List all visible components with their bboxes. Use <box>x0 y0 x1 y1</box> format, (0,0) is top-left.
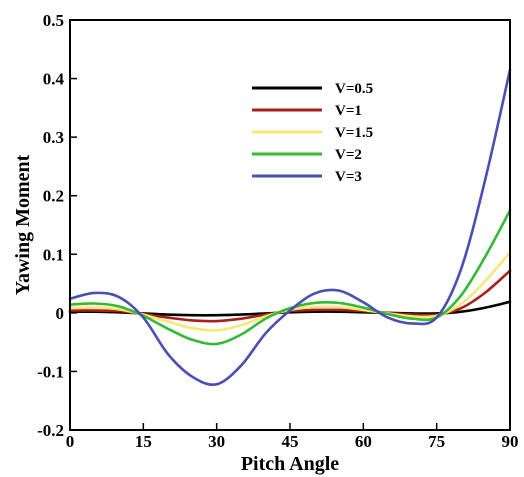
y-tick-label: 0.1 <box>43 245 64 264</box>
legend-label-1: V=1 <box>335 103 362 119</box>
y-tick-label: 0.5 <box>43 11 64 30</box>
y-tick-label: 0.4 <box>43 70 65 89</box>
x-tick-label: 15 <box>135 432 152 451</box>
legend-label-4: V=3 <box>335 169 362 185</box>
legend-label-2: V=1.5 <box>335 125 373 141</box>
x-tick-label: 0 <box>66 432 75 451</box>
series-lines <box>68 68 512 387</box>
y-tick-label: -0.2 <box>37 421 64 440</box>
x-tick-label: 90 <box>502 432 519 451</box>
x-tick-label: 60 <box>355 432 372 451</box>
plot-frame <box>69 19 511 431</box>
y-tick-label: 0.3 <box>43 128 64 147</box>
x-axis-label: Pitch Angle <box>241 453 339 475</box>
legend: V=0.5 V=1 V=1.5 V=2 V=3 <box>252 81 373 185</box>
y-tick-label: 0 <box>56 304 65 323</box>
axis-ticks: 0 15 30 45 60 75 90 -0.2 -0.1 0 0.1 0.2 0.3 0.4 0.5 <box>37 11 518 451</box>
x-tick-label: 30 <box>208 432 225 451</box>
x-tick-label: 75 <box>428 432 445 451</box>
series-line-4 <box>68 68 512 387</box>
x-tick-label: 45 <box>282 432 299 451</box>
legend-label-3: V=2 <box>335 147 362 163</box>
legend-label-0: V=0.5 <box>335 81 373 97</box>
y-axis-label: Yawing Moment <box>12 154 34 295</box>
y-tick-label: 0.2 <box>43 187 64 206</box>
series-line-2 <box>68 251 512 332</box>
series-line-3 <box>68 209 512 346</box>
y-tick-label: -0.1 <box>37 362 64 381</box>
